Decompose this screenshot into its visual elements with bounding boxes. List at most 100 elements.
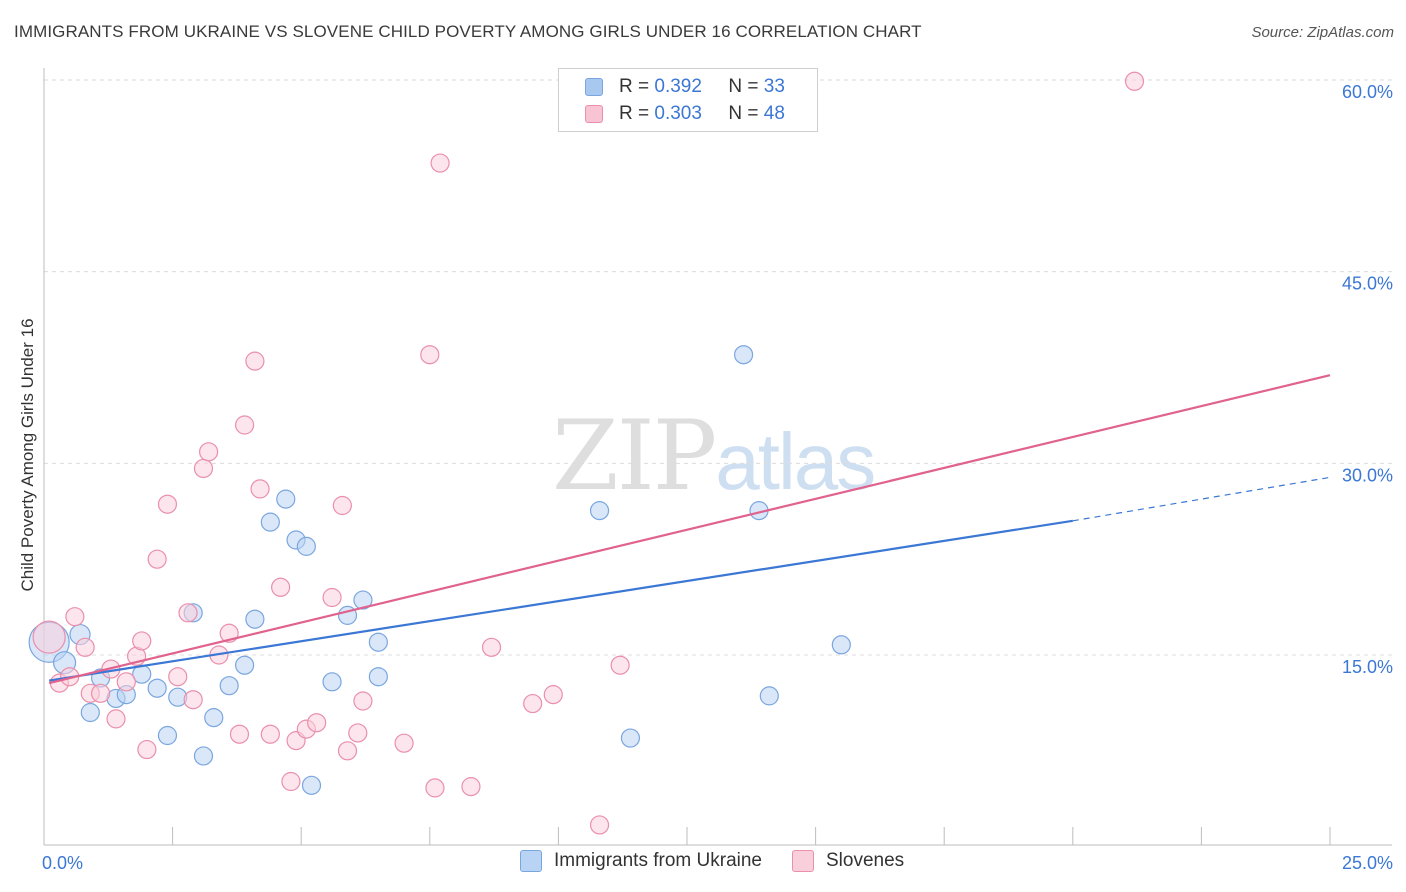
ukraine-point (219, 676, 239, 696)
y-tick-label: 15.0% (1342, 657, 1393, 677)
correlation-legend: R = 0.392 N = 33 R = 0.303 N = 48 (558, 68, 818, 132)
slovenes-point (420, 345, 440, 365)
slovenes-point (137, 739, 157, 760)
slovenes-point (75, 637, 95, 657)
watermark-zip: ZIP (552, 400, 717, 512)
ukraine-point (353, 590, 373, 610)
slovenes-point (425, 778, 445, 798)
slovenes-point (260, 724, 280, 744)
legend-swatch-ukraine (585, 78, 603, 96)
ukraine-point (368, 632, 388, 652)
slovenes-point (322, 587, 342, 608)
slovenes-point (235, 415, 255, 435)
slovenes-point (157, 494, 178, 514)
axes (43, 68, 1392, 846)
ukraine-point (620, 728, 641, 748)
legend-swatch-slovenes (585, 105, 603, 123)
slovenes-point (250, 479, 270, 499)
grid-lines (44, 79, 1392, 656)
ukraine-point (759, 686, 779, 706)
slovenes-point (461, 777, 481, 797)
slovenes-point (229, 724, 250, 744)
ukraine-point (260, 512, 280, 532)
slovenes-point (90, 683, 111, 703)
slovenes-point (353, 691, 373, 711)
ukraine-point (733, 345, 754, 365)
legend-r-label: R = (619, 103, 650, 124)
slovenes-point (178, 603, 198, 623)
ukraine-point (235, 655, 255, 675)
legend-row-ukraine: R = 0.392 N = 33 (585, 75, 785, 99)
ukraine-point (301, 775, 322, 795)
legend-r-value: 0.392 (654, 76, 702, 97)
slovenes-point (199, 442, 219, 462)
ukraine-trend-line (48, 519, 1073, 682)
legend-label-ukraine: Immigrants from Ukraine (554, 850, 762, 871)
slovenes-point (394, 733, 414, 753)
slovenes-point (245, 351, 265, 371)
slovenes-point (193, 458, 214, 479)
tick-labels: 15.0% 30.0% 45.0% 60.0% 0.0% 25.0% (42, 82, 1393, 873)
slovenes-point (106, 709, 126, 729)
legend-r-label: R = (619, 76, 650, 97)
ukraine-trend-extension (1072, 476, 1331, 522)
ukraine-point (368, 667, 388, 687)
series-ukraine (28, 345, 851, 795)
ukraine-point (245, 609, 265, 629)
slovenes-point (430, 153, 450, 173)
legend-swatch-slovenes (792, 850, 814, 872)
legend-n-value: 48 (763, 103, 785, 124)
slovenes-point (65, 607, 85, 627)
slovenes-point (168, 667, 188, 687)
slovenes-point (183, 690, 203, 710)
trend-lines (48, 374, 1331, 685)
chart-title: IMMIGRANTS FROM UKRAINE VS SLOVENE CHILD… (14, 22, 922, 41)
slovenes-point (523, 693, 543, 714)
ukraine-point (204, 708, 224, 728)
y-axis-label: Child Poverty Among Girls Under 16 (18, 318, 37, 592)
ukraine-point (147, 678, 167, 698)
slovenes-point (481, 637, 502, 657)
slovenes-point (132, 631, 152, 651)
legend-swatch-ukraine (520, 850, 542, 872)
legend-row-slovenes: R = 0.303 N = 48 (585, 102, 785, 126)
y-tick-label: 30.0% (1342, 465, 1393, 485)
series-legend: Immigrants from Ukraine Slovenes (520, 850, 934, 872)
slovenes-point (543, 685, 563, 705)
legend-item-ukraine[interactable]: Immigrants from Ukraine (520, 850, 762, 872)
slovenes-point (32, 620, 66, 654)
legend-r-value: 0.303 (654, 103, 702, 124)
slovenes-point (332, 495, 352, 516)
ukraine-point (276, 489, 296, 509)
legend-label-slovenes: Slovenes (826, 850, 905, 871)
legend-item-slovenes[interactable]: Slovenes (792, 850, 904, 872)
legend-n-label: N = (728, 103, 759, 124)
ukraine-point (589, 501, 610, 521)
watermark: ZIPatlas (552, 400, 876, 512)
series-slovenes (32, 71, 1145, 835)
ukraine-point (831, 635, 851, 655)
x-tick-label-max: 25.0% (1342, 853, 1393, 873)
slovenes-point (307, 713, 327, 733)
slovenes-point (348, 723, 368, 743)
ukraine-point (193, 746, 214, 766)
ukraine-point (80, 702, 100, 723)
slovenes-point (610, 655, 630, 675)
slovenes-point (116, 672, 136, 692)
x-tick-label-min: 0.0% (42, 853, 83, 873)
y-tick-label: 60.0% (1342, 82, 1393, 102)
slovenes-point (271, 577, 291, 597)
slovenes-point (337, 741, 358, 761)
slovenes-trend-line (48, 374, 1331, 685)
ukraine-point (322, 672, 342, 692)
slovenes-point (1124, 71, 1145, 91)
source-label: Source: ZipAtlas.com (1251, 24, 1394, 41)
ukraine-point (157, 725, 178, 746)
legend-n-value: 33 (763, 76, 785, 97)
ukraine-point (296, 536, 316, 556)
slovenes-point (589, 815, 610, 835)
slovenes-point (281, 771, 301, 792)
y-tick-label: 45.0% (1342, 274, 1393, 294)
slovenes-point (147, 549, 167, 569)
